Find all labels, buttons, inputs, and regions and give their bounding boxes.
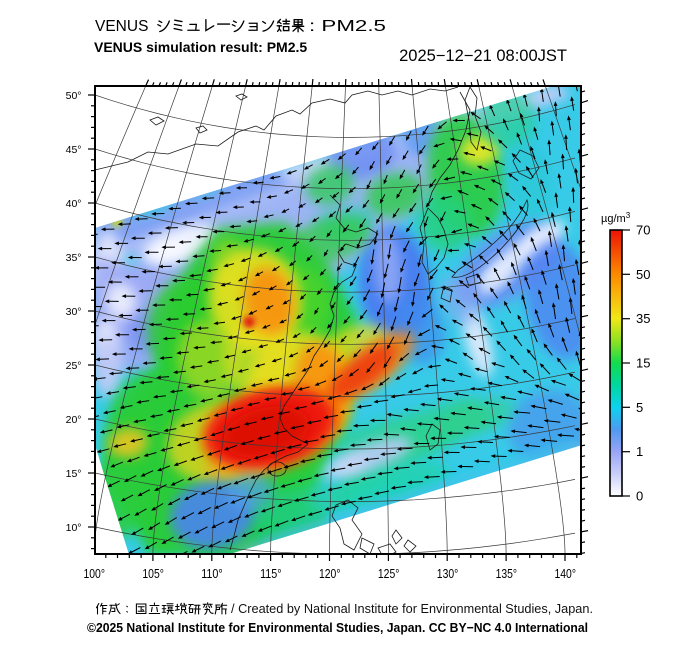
svg-text:20°: 20° [66, 414, 82, 426]
svg-text:45°: 45° [66, 144, 82, 156]
svg-text:µg/m3: µg/m3 [601, 211, 631, 225]
svg-text:VENUS simulation result: PM2.5: VENUS simulation result: PM2.5 [94, 39, 307, 55]
svg-text:25°: 25° [66, 360, 82, 372]
svg-text:130°: 130° [437, 566, 459, 581]
svg-text:70: 70 [636, 223, 650, 238]
svg-text:40°: 40° [66, 198, 82, 210]
svg-text:1: 1 [636, 444, 643, 459]
svg-text:110°: 110° [201, 566, 223, 581]
svg-text:140°: 140° [555, 566, 577, 581]
svg-text:VENUS: VENUS [95, 18, 148, 35]
svg-text:50: 50 [636, 267, 650, 282]
svg-text:135°: 135° [496, 566, 517, 581]
svg-text:120°: 120° [319, 566, 341, 581]
svg-text:2025−12−21 08:00JST: 2025−12−21 08:00JST [399, 47, 567, 65]
svg-text:35°: 35° [66, 252, 82, 264]
svg-text:/ Created by National Institut: / Created by National Institute for Envi… [231, 601, 593, 616]
svg-text:5: 5 [636, 400, 643, 415]
svg-text:10°: 10° [66, 522, 82, 534]
svg-text:35: 35 [636, 311, 650, 326]
svg-text:125°: 125° [378, 566, 400, 581]
svg-text:50°: 50° [66, 90, 82, 102]
svg-text:15°: 15° [66, 468, 82, 480]
svg-text:100°: 100° [84, 566, 106, 581]
svg-text:©2025 National Institute for E: ©2025 National Institute for Environment… [87, 620, 588, 635]
svg-text:105°: 105° [142, 566, 164, 581]
svg-text:115°: 115° [260, 566, 282, 581]
svg-text:: PM2.5: : PM2.5 [309, 18, 386, 35]
svg-text:15: 15 [636, 356, 650, 371]
svg-text:30°: 30° [66, 306, 82, 318]
svg-text:0: 0 [636, 489, 643, 504]
